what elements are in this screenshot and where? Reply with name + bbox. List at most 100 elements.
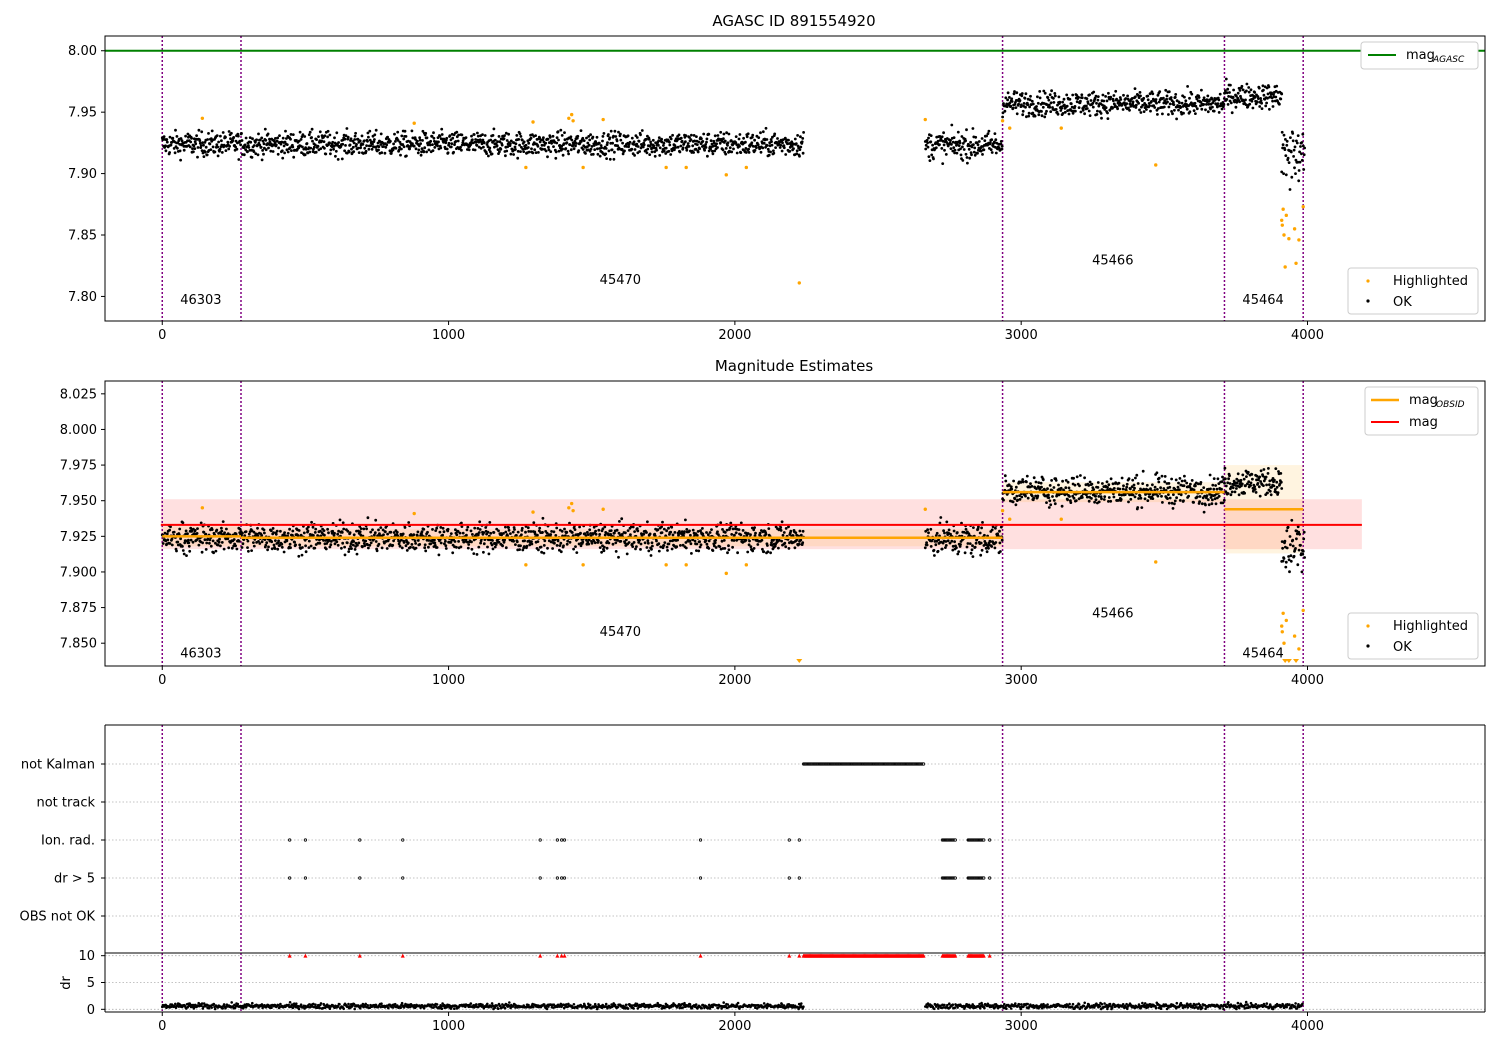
ok-point: [1123, 493, 1127, 496]
ok-point: [469, 143, 472, 147]
ok-point: [533, 532, 537, 536]
ok-point: [1121, 487, 1125, 491]
ok-point: [953, 148, 957, 152]
ok-point: [179, 137, 183, 140]
ok-point: [1228, 474, 1231, 478]
ok-point: [418, 543, 422, 546]
ok-point: [1016, 498, 1020, 502]
ok-point: [1012, 479, 1015, 483]
ok-point: [173, 151, 177, 155]
ok-point: [181, 545, 184, 548]
ok-point: [1243, 491, 1246, 495]
ok-point: [1104, 106, 1108, 110]
ok-point: [1151, 497, 1155, 500]
ok-point: [670, 547, 674, 551]
ok-point: [1301, 132, 1305, 136]
ok-point: [400, 147, 403, 151]
ok-point: [424, 549, 428, 553]
ok-point: [386, 135, 389, 139]
ok-point: [168, 528, 172, 532]
ok-point: [1192, 109, 1196, 112]
ok-point: [658, 146, 662, 150]
ok-point: [221, 520, 225, 523]
ok-point: [534, 151, 538, 155]
ok-point: [977, 525, 980, 529]
ok-point: [297, 146, 301, 150]
ok-point: [993, 140, 996, 144]
ok-point: [355, 143, 358, 146]
ok-point: [236, 134, 240, 138]
ok-point: [1272, 484, 1276, 488]
ok-point: [168, 151, 172, 154]
ok-point: [1157, 476, 1161, 480]
ok-point: [253, 140, 257, 144]
ok-point: [453, 540, 457, 543]
ok-point: [412, 144, 416, 148]
ok-point: [478, 520, 482, 524]
ok-point: [488, 150, 492, 154]
ok-point: [1155, 471, 1159, 475]
ok-point: [970, 548, 974, 552]
ok-point: [414, 546, 418, 550]
ok-point: [1134, 476, 1137, 480]
ok-point: [168, 542, 172, 545]
legend-label-subscript-agasc: AGASC: [1432, 55, 1465, 65]
ok-point: [956, 552, 960, 556]
ok-point: [289, 546, 292, 550]
ok-point: [1274, 95, 1278, 99]
ok-point: [344, 134, 348, 138]
ok-point: [976, 143, 980, 147]
ok-point: [380, 546, 384, 550]
ok-point: [203, 141, 207, 144]
ok-point: [220, 139, 223, 143]
ok-point: [957, 144, 961, 148]
ok-point: [975, 141, 979, 145]
obsid-label: 45470: [600, 273, 641, 288]
ok-point: [779, 529, 783, 532]
ok-point: [1061, 100, 1064, 104]
ok-point: [417, 144, 421, 148]
ok-point: [398, 145, 401, 149]
ok-point: [491, 539, 494, 542]
ok-point: [1153, 106, 1157, 109]
ok-point: [246, 539, 250, 543]
ok-point: [252, 544, 256, 548]
ok-point: [1224, 477, 1227, 481]
ok-point: [1175, 117, 1178, 121]
ok-point: [266, 132, 270, 136]
ok-point: [1213, 497, 1217, 501]
ok-point: [446, 527, 450, 531]
y-tick-label: 7.90: [68, 167, 97, 182]
ok-point: [168, 135, 172, 139]
ok-point: [507, 132, 510, 136]
panel-magnitude-estimates: Magnitude Estimates 46303454704546645464…: [60, 357, 1486, 688]
ok-point: [379, 143, 383, 146]
legend-label-ok: OK: [1393, 295, 1412, 310]
ok-point: [994, 526, 997, 530]
ok-point: [352, 150, 356, 154]
ok-point: [1077, 96, 1080, 99]
ok-point: [470, 540, 473, 544]
ok-point: [416, 539, 420, 542]
ok-point: [433, 139, 436, 143]
ok-point: [1202, 96, 1206, 100]
ok-point: [1063, 103, 1066, 107]
ok-point: [635, 142, 639, 146]
ok-point: [1217, 482, 1221, 485]
ok-point: [965, 156, 969, 159]
ok-point: [1207, 102, 1211, 106]
ok-point: [241, 542, 245, 546]
ok-point: [648, 153, 652, 157]
ok-point: [695, 135, 698, 139]
ok-point: [1244, 484, 1247, 488]
ok-point: [479, 146, 483, 150]
ok-point: [323, 146, 326, 150]
ok-point: [1134, 95, 1137, 99]
ok-point: [1025, 474, 1029, 478]
ok-point: [476, 527, 480, 530]
ok-point: [504, 131, 508, 135]
ok-point: [373, 533, 376, 537]
ok-point: [1280, 540, 1284, 543]
ok-point: [210, 129, 214, 133]
ok-point: [428, 143, 432, 147]
